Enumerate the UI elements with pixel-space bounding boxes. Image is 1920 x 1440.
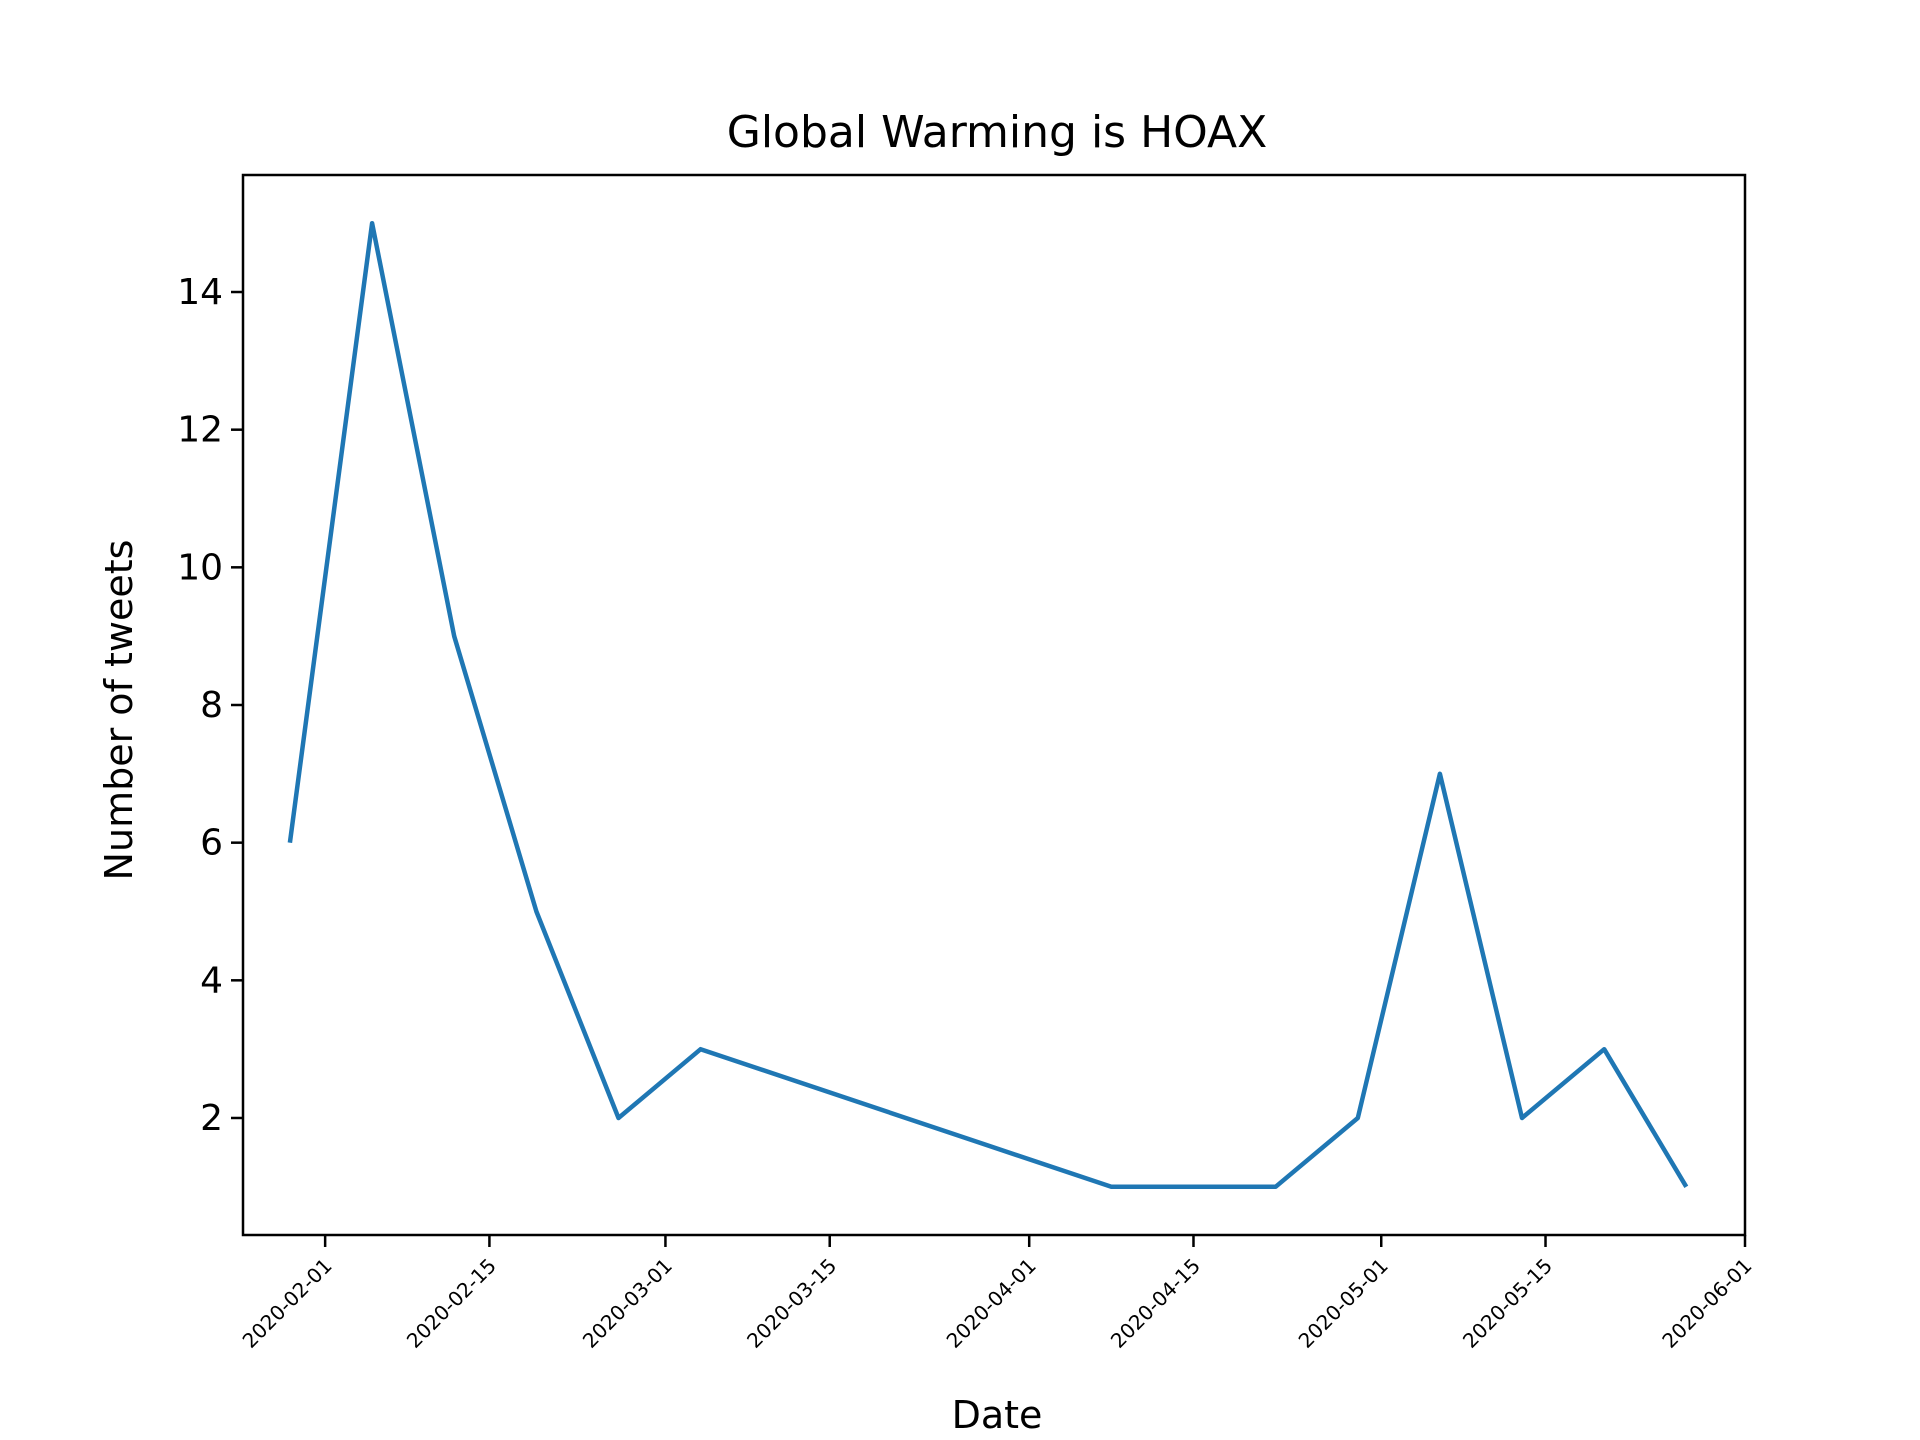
y-tick-label: 8: [200, 685, 223, 726]
y-tick-label: 10: [177, 547, 223, 588]
y-tick-label: 14: [177, 272, 223, 313]
y-axis-label: Number of tweets: [97, 540, 141, 881]
x-axis-label: Date: [952, 1393, 1043, 1437]
chart-title: Global Warming is HOAX: [727, 107, 1268, 158]
series-line-0: [287, 220, 1689, 1190]
y-tick-label: 12: [177, 410, 223, 451]
y-tick-label: 6: [200, 823, 223, 864]
y-tick-label: 2: [200, 1098, 223, 1139]
y-tick-label: 4: [200, 960, 223, 1001]
